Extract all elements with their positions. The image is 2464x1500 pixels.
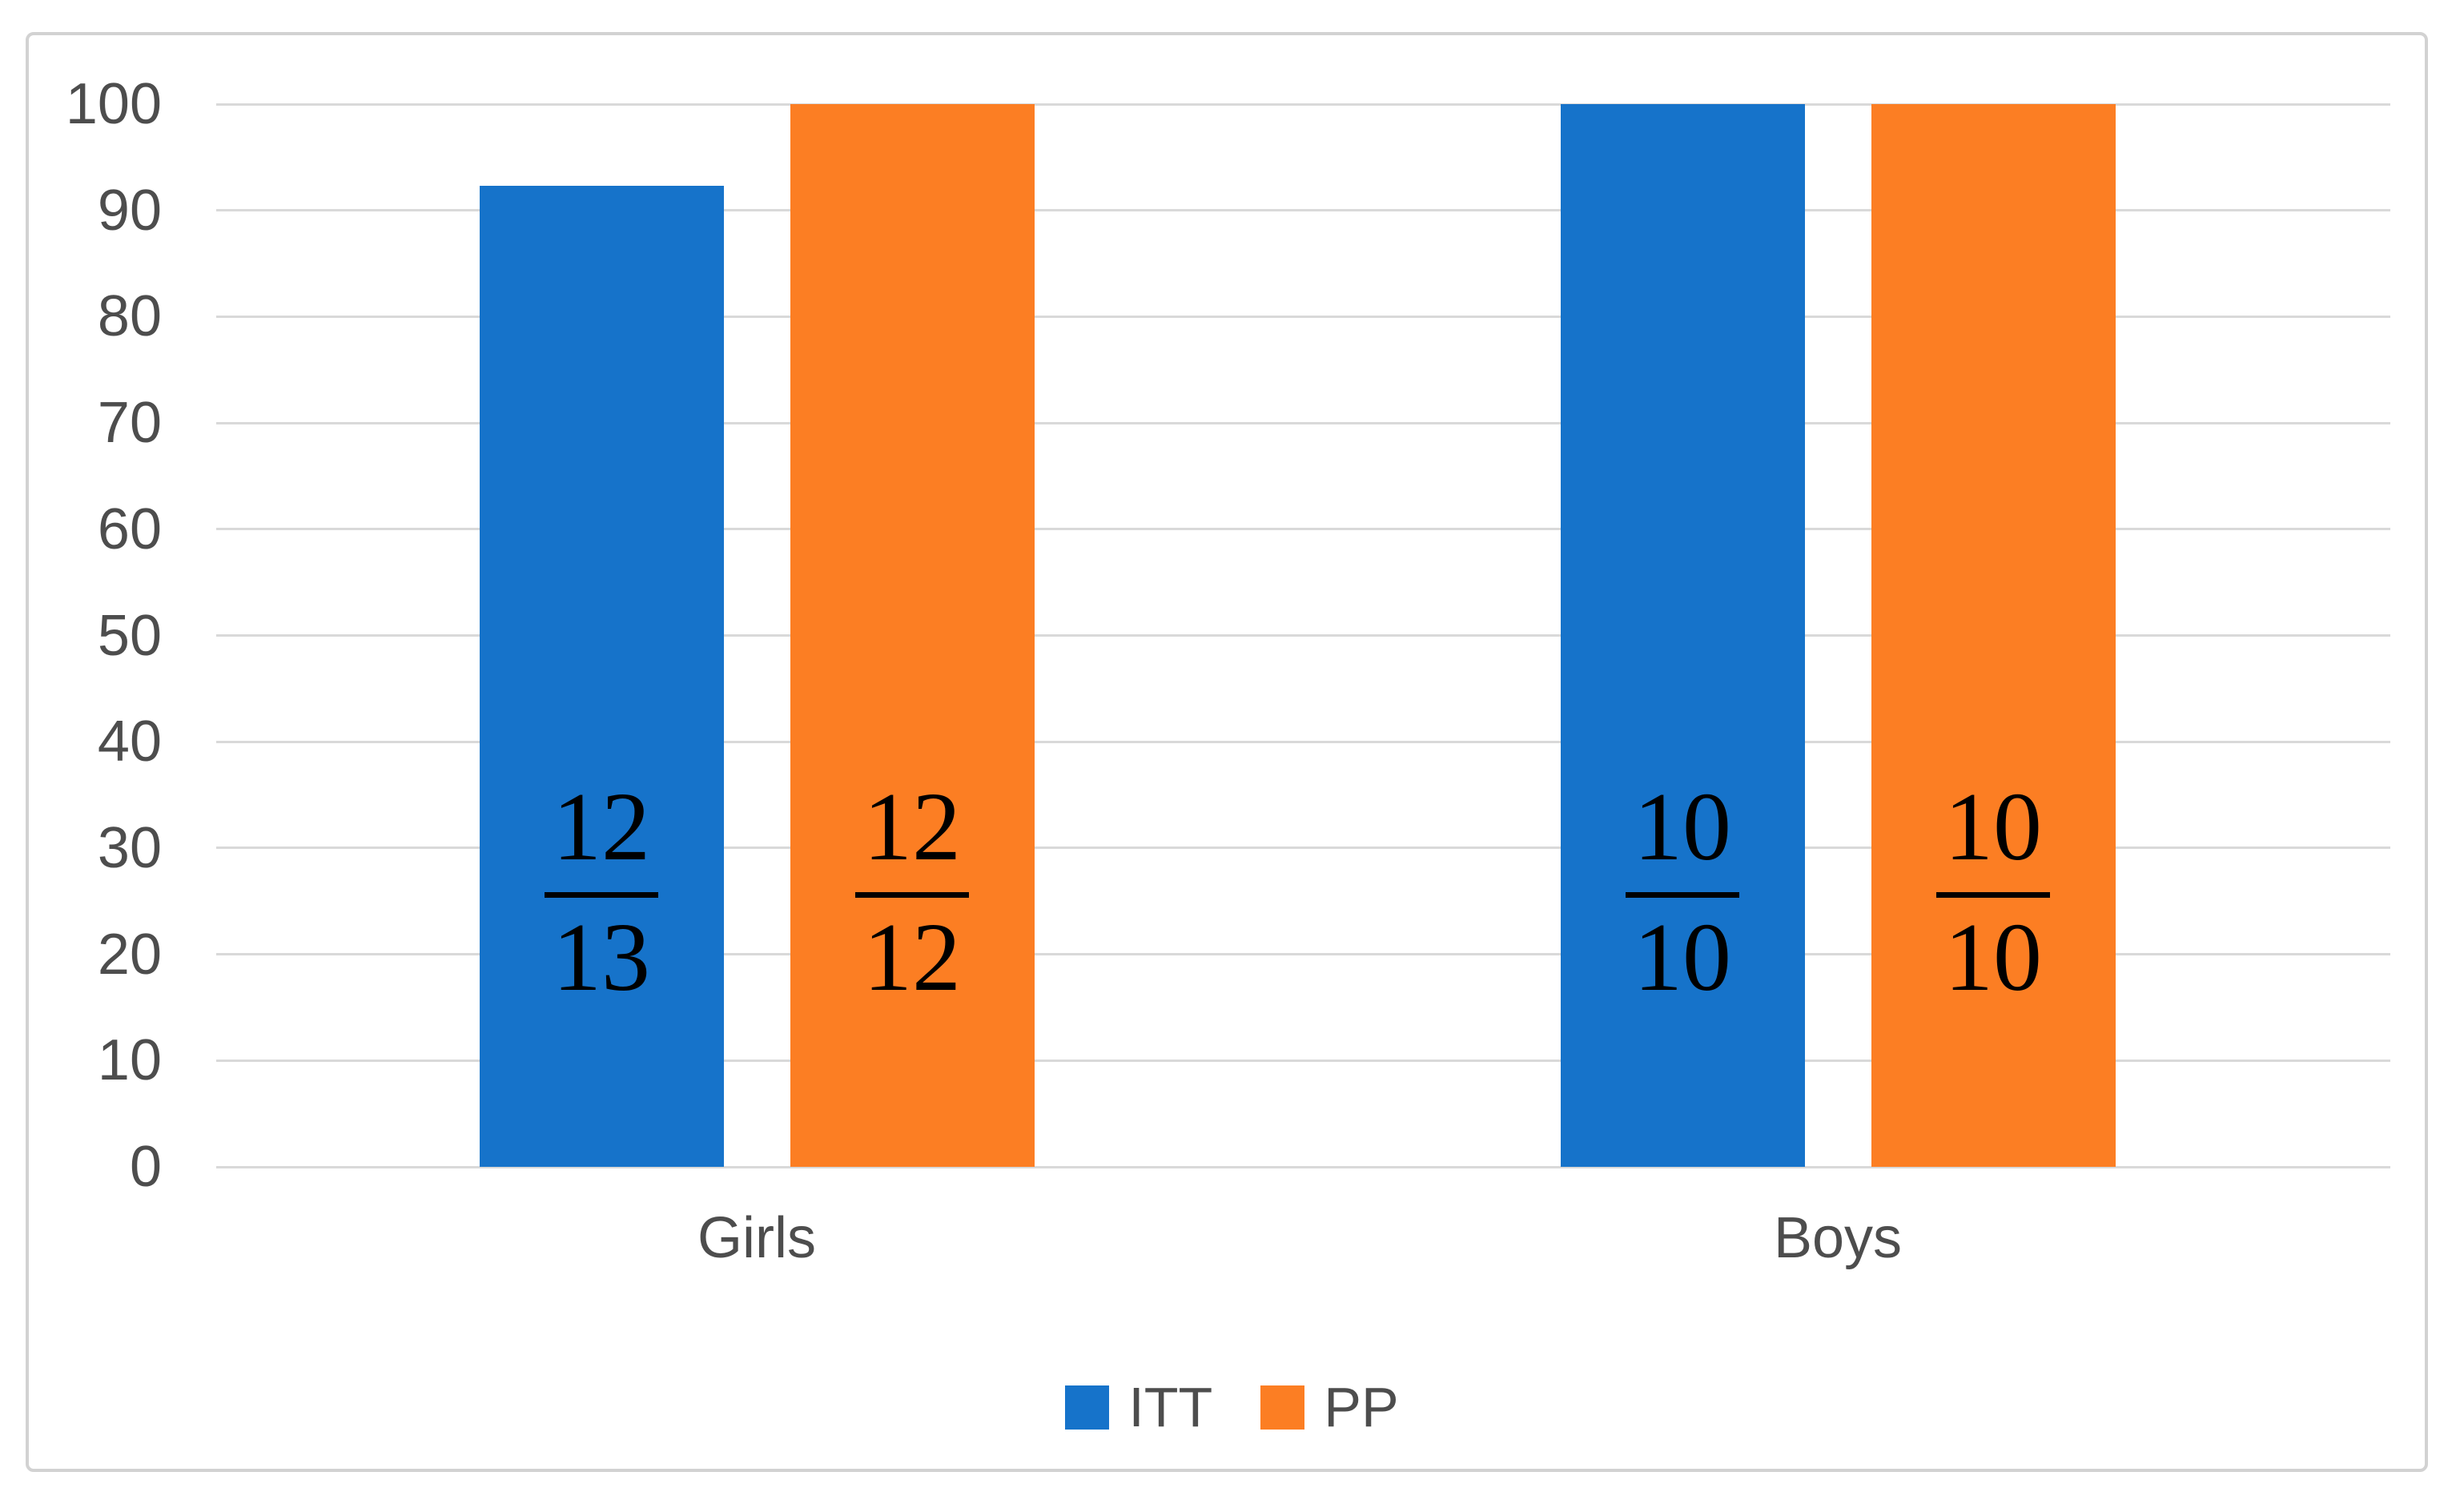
y-tick-label: 10 [97, 1028, 162, 1093]
fraction-bar [545, 891, 658, 898]
fraction-label: 10 10 [1936, 778, 2050, 1007]
fraction-bar [1626, 892, 1739, 898]
fraction-denominator: 10 [1634, 903, 1731, 1011]
x-category-label-boys: Boys [1773, 1206, 1903, 1270]
legend-item-pp: PP [1260, 1376, 1399, 1438]
chart-legend: ITT PP [0, 1379, 2464, 1435]
fraction-label: 10 10 [1626, 778, 1739, 1007]
legend-swatch-itt-icon [1065, 1385, 1110, 1430]
gridline-y-70 [216, 421, 2390, 424]
gridline-y-0 [216, 1165, 2390, 1168]
y-tick-label: 80 [97, 284, 162, 349]
y-tick-label: 20 [97, 922, 162, 987]
x-category-label-girls: Girls [697, 1206, 816, 1270]
y-tick-label: 0 [129, 1135, 162, 1199]
bar-boys-pp: 10 10 [1871, 104, 2116, 1167]
fraction-denominator: 13 [553, 903, 650, 1011]
gridline-y-60 [216, 528, 2390, 531]
gridline-y-20 [216, 953, 2390, 956]
y-tick-label: 50 [97, 603, 162, 668]
gridline-y-80 [216, 315, 2390, 318]
gridline-y-100 [216, 103, 2390, 106]
y-tick-label: 30 [97, 815, 162, 880]
bar-girls-pp: 12 12 [790, 104, 1035, 1167]
y-tick-label: 90 [97, 178, 162, 243]
fraction-label: 12 12 [855, 778, 969, 1007]
bar-label-wrap: 10 10 [1871, 778, 2116, 1007]
legend-swatch-pp-icon [1260, 1385, 1305, 1430]
bar-label-wrap: 12 13 [480, 778, 724, 1007]
bar-girls-itt: 12 13 [479, 186, 724, 1167]
gridline-y-50 [216, 634, 2390, 637]
fraction-denominator: 12 [863, 903, 961, 1011]
y-tick-label: 40 [97, 710, 162, 774]
fraction-label: 12 13 [545, 778, 658, 1007]
fraction-numerator: 10 [1944, 773, 2042, 881]
fraction-numerator: 12 [863, 773, 961, 881]
legend-item-itt: ITT [1065, 1379, 1212, 1435]
fraction-bar [1936, 892, 2050, 898]
y-tick-label: 60 [97, 497, 162, 561]
fraction-numerator: 10 [1634, 773, 1731, 881]
gridline-y-10 [216, 1059, 2390, 1062]
fraction-denominator: 10 [1944, 903, 2042, 1011]
y-tick-label: 100 [65, 72, 162, 136]
y-tick-label: 70 [97, 391, 162, 456]
fraction-numerator: 12 [553, 772, 650, 881]
legend-label-pp: PP [1324, 1376, 1399, 1438]
fraction-bar [855, 892, 969, 898]
gridline-y-30 [216, 847, 2390, 850]
legend-label-itt: ITT [1128, 1376, 1213, 1438]
gridline-y-90 [216, 209, 2390, 212]
gridline-y-40 [216, 740, 2390, 743]
bar-label-wrap: 10 10 [1561, 778, 1805, 1007]
bar-label-wrap: 12 12 [790, 778, 1035, 1007]
bar-boys-itt: 10 10 [1560, 104, 1805, 1167]
